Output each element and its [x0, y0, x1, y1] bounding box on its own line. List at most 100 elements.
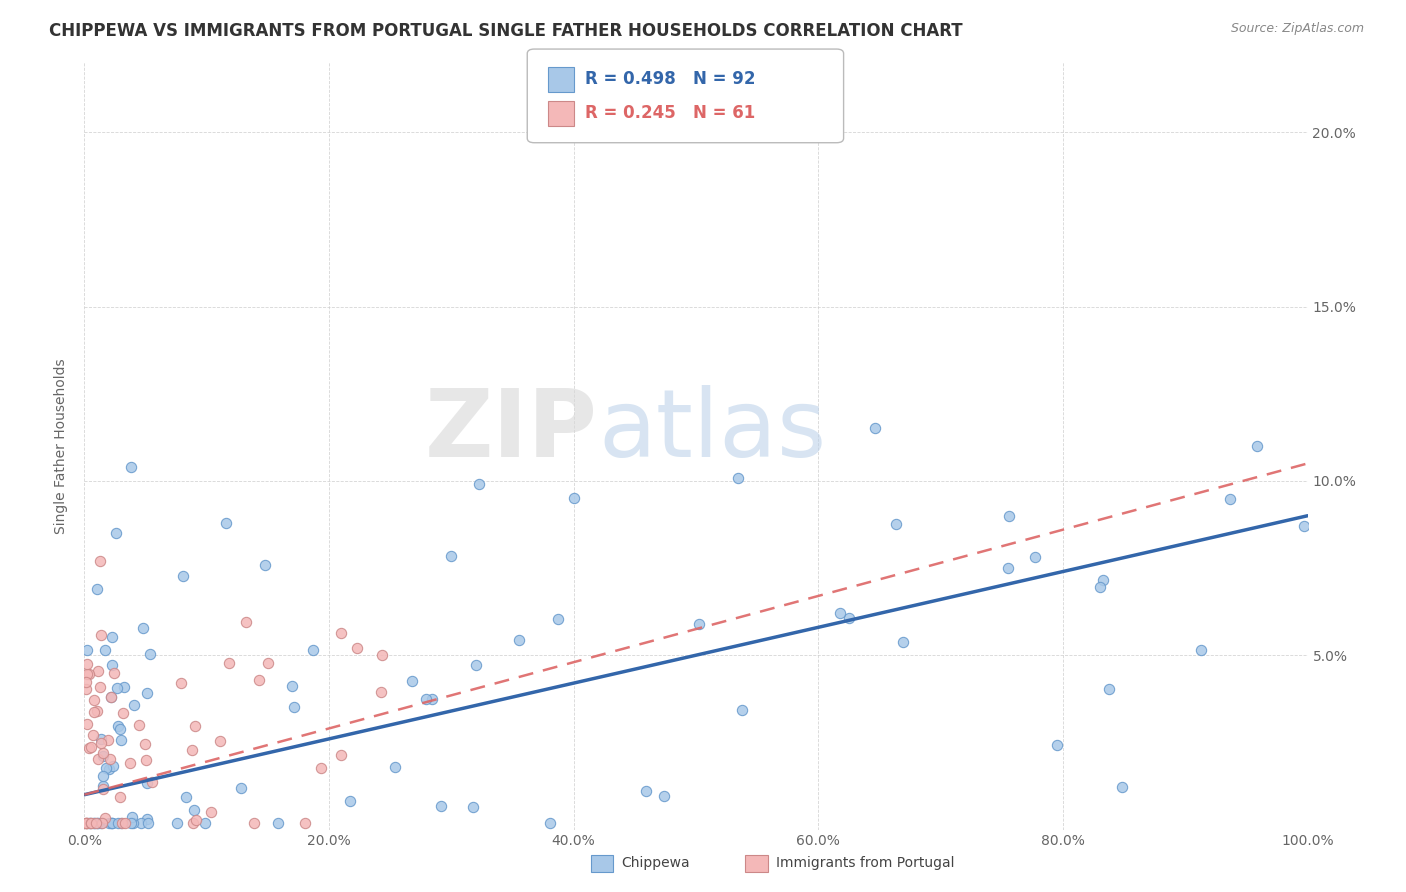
Point — [90, 736, 112, 750]
Point — [91, 769, 114, 783]
Point — [1046, 738, 1069, 752]
Point — [110, 722, 132, 736]
Point — [75, 681, 97, 696]
Point — [253, 558, 276, 572]
Point — [98, 752, 121, 766]
Point — [243, 815, 266, 830]
Text: atlas: atlas — [598, 384, 827, 476]
Point — [100, 815, 122, 830]
Point — [110, 815, 132, 830]
Point — [97, 732, 120, 747]
Point — [1189, 642, 1212, 657]
Point — [1024, 550, 1046, 565]
Point — [547, 612, 569, 626]
Point — [80, 815, 103, 830]
Text: R = 0.245   N = 61: R = 0.245 N = 61 — [585, 104, 755, 122]
Point — [89, 681, 111, 695]
Point — [329, 626, 352, 640]
Point — [94, 811, 117, 825]
Point — [186, 813, 208, 827]
Point — [83, 692, 105, 706]
Point — [91, 815, 114, 830]
Text: Chippewa: Chippewa — [621, 856, 690, 871]
Point — [135, 753, 157, 767]
Point — [1294, 518, 1316, 533]
Point — [79, 667, 101, 681]
Point — [1091, 573, 1114, 587]
Point — [141, 774, 163, 789]
Point — [997, 560, 1019, 574]
Point — [174, 790, 197, 805]
Point — [100, 690, 122, 705]
Point — [257, 656, 280, 670]
Text: Source: ZipAtlas.com: Source: ZipAtlas.com — [1230, 22, 1364, 36]
Point — [118, 756, 141, 771]
Point — [440, 549, 463, 564]
Point — [77, 815, 100, 830]
Point — [129, 815, 152, 830]
Point — [652, 789, 675, 804]
Point — [136, 686, 159, 700]
Point — [283, 700, 305, 714]
Point — [731, 702, 754, 716]
Point — [107, 719, 129, 733]
Point — [122, 815, 145, 830]
Point — [93, 781, 115, 796]
Point — [76, 815, 98, 830]
Point — [101, 815, 124, 830]
Point — [688, 616, 710, 631]
Point — [134, 737, 156, 751]
Point — [184, 719, 207, 733]
Point — [247, 673, 270, 688]
Point — [1111, 780, 1133, 795]
Point — [97, 762, 120, 776]
Point — [235, 615, 257, 629]
Point — [83, 705, 105, 719]
Point — [170, 676, 193, 690]
Point — [90, 815, 112, 830]
Point — [100, 690, 122, 704]
Point — [79, 815, 101, 830]
Point — [111, 706, 134, 720]
Point — [122, 698, 145, 712]
Point — [302, 642, 325, 657]
Point — [75, 815, 97, 830]
Point — [80, 815, 103, 830]
Text: Immigrants from Portugal: Immigrants from Portugal — [776, 856, 955, 871]
Point — [727, 470, 749, 484]
Point — [1098, 681, 1121, 696]
Point — [139, 647, 162, 661]
Point — [330, 748, 353, 763]
Point — [420, 692, 443, 706]
Point — [508, 632, 530, 647]
Point — [101, 630, 124, 644]
Point — [94, 642, 117, 657]
Point — [121, 810, 143, 824]
Point — [87, 664, 110, 678]
Point — [136, 776, 159, 790]
Point — [538, 815, 561, 830]
Point — [120, 815, 142, 830]
Point — [107, 815, 129, 830]
Point — [83, 815, 105, 830]
Point — [998, 509, 1021, 524]
Point — [76, 717, 98, 731]
Point — [114, 815, 136, 830]
Y-axis label: Single Father Households: Single Father Households — [55, 359, 69, 533]
Point — [828, 606, 851, 620]
Text: CHIPPEWA VS IMMIGRANTS FROM PORTUGAL SINGLE FATHER HOUSEHOLDS CORRELATION CHART: CHIPPEWA VS IMMIGRANTS FROM PORTUGAL SIN… — [49, 22, 963, 40]
Point — [128, 718, 150, 732]
Point — [183, 803, 205, 817]
Point — [280, 680, 302, 694]
Point — [339, 794, 361, 808]
Point — [181, 743, 204, 757]
Point — [346, 641, 368, 656]
Point — [218, 657, 240, 671]
Point — [193, 815, 215, 830]
Point — [136, 815, 159, 830]
Point — [103, 666, 125, 681]
Point — [468, 477, 491, 491]
Point — [77, 741, 100, 756]
Point — [401, 673, 423, 688]
Point — [96, 761, 118, 775]
